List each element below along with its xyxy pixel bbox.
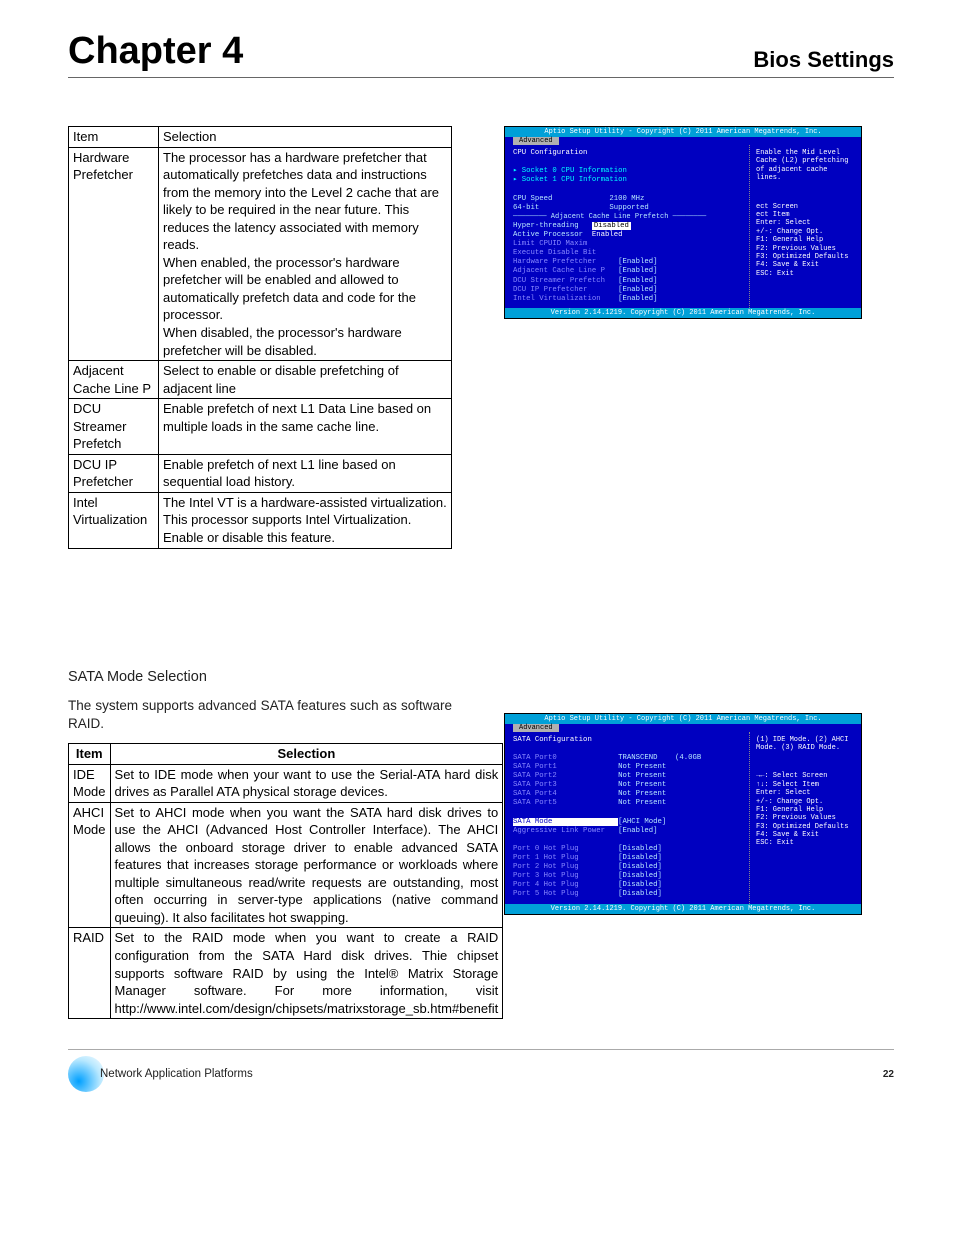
page-header: Chapter 4 Bios Settings bbox=[68, 30, 894, 78]
bios-title-bar: Aptio Setup Utility - Copyright (C) 2011… bbox=[505, 714, 861, 724]
table-row: DCU Streamer PrefetchEnable prefetch of … bbox=[69, 399, 452, 455]
sata-intro: The system supports advanced SATA featur… bbox=[68, 697, 452, 733]
page-footer: Network Application Platforms 22 bbox=[68, 1049, 894, 1092]
table-row: Hardware PrefetcherThe processor has a h… bbox=[69, 147, 452, 361]
bios-help-text: Enable the Mid Level Cache (L2) prefetch… bbox=[756, 149, 855, 183]
table-cpu-items: ItemSelectionHardware PrefetcherThe proc… bbox=[68, 126, 452, 549]
row-sata-config: SATA Mode Selection The system supports … bbox=[68, 669, 894, 1020]
sata-heading: SATA Mode Selection bbox=[68, 669, 452, 685]
bios-screenshot-sata: Aptio Setup Utility - Copyright (C) 2011… bbox=[504, 713, 862, 915]
bios-key-help: →←: Select Screen↑↓: Select ItemEnter: S… bbox=[756, 772, 855, 848]
column-header: Selection bbox=[159, 127, 452, 148]
table-row: IDE ModeSet to IDE mode when your want t… bbox=[69, 764, 503, 802]
chapter-title: Chapter 4 bbox=[68, 30, 243, 73]
column-header: Item bbox=[69, 744, 111, 765]
bios-footer: Version 2.14.1219. Copyright (C) 2011 Am… bbox=[505, 904, 861, 914]
bios-help-text: (1) IDE Mode. (2) AHCI Mode. (3) RAID Mo… bbox=[756, 736, 855, 753]
table-row: AHCI ModeSet to AHCI mode when you want … bbox=[69, 802, 503, 928]
logo-icon bbox=[68, 1056, 104, 1092]
table-row: Adjacent Cache Line PSelect to enable or… bbox=[69, 361, 452, 399]
footer-text: Network Application Platforms bbox=[100, 1068, 253, 1080]
table-row: RAIDSet to the RAID mode when you want t… bbox=[69, 928, 503, 1019]
bios-tab-advanced: Advanced bbox=[513, 137, 559, 145]
bios-footer: Version 2.14.1219. Copyright (C) 2011 Am… bbox=[505, 308, 861, 318]
bios-title-bar: Aptio Setup Utility - Copyright (C) 2011… bbox=[505, 127, 861, 137]
column-header: Item bbox=[69, 127, 159, 148]
section-title: Bios Settings bbox=[753, 47, 894, 73]
table-row: Intel VirtualizationThe Intel VT is a ha… bbox=[69, 492, 452, 548]
row-cpu-config: ItemSelectionHardware PrefetcherThe proc… bbox=[68, 126, 894, 549]
table-row: DCU IP PrefetcherEnable prefetch of next… bbox=[69, 454, 452, 492]
bios-key-help: ect Screenect ItemEnter: Select+/-: Chan… bbox=[756, 203, 855, 279]
column-header: Selection bbox=[110, 744, 503, 765]
bios-tab-advanced: Advanced bbox=[513, 724, 559, 732]
bios-screenshot-cpu: Aptio Setup Utility - Copyright (C) 2011… bbox=[504, 126, 862, 319]
table-sata-modes: ItemSelectionIDE ModeSet to IDE mode whe… bbox=[68, 743, 503, 1019]
page-number: 22 bbox=[883, 1069, 894, 1080]
